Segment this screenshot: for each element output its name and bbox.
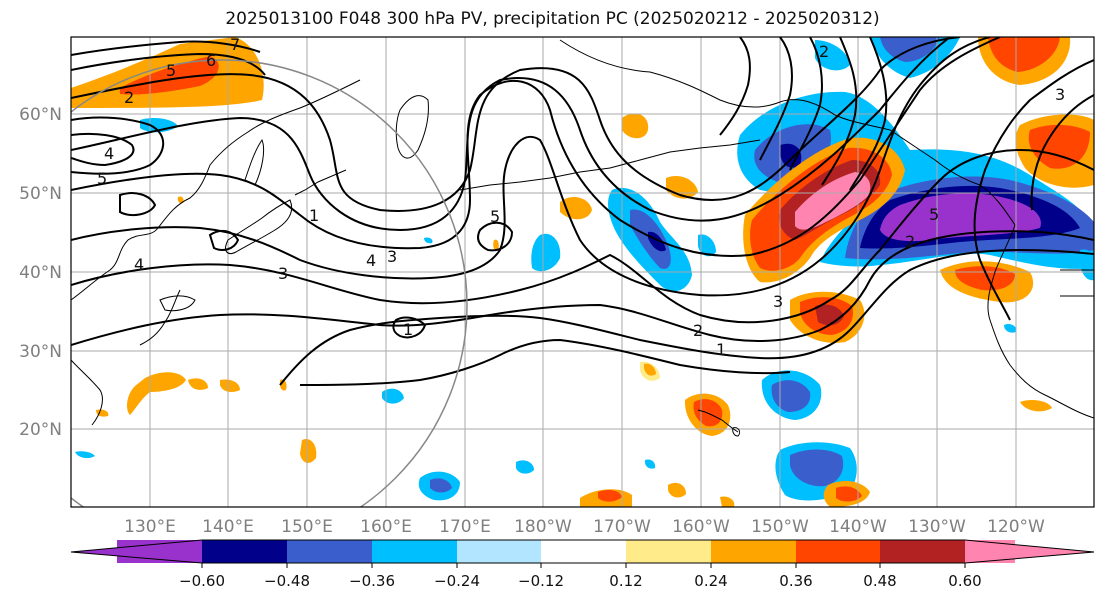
contour-label: 5	[97, 169, 107, 188]
contour-label: 2	[819, 42, 829, 61]
precip-pc-region	[1004, 323, 1017, 333]
contour-label: 4	[134, 255, 144, 274]
precip-pc-region	[1028, 124, 1090, 169]
precip-pc-region	[645, 459, 656, 469]
precip-pc-region	[516, 460, 534, 474]
precip-pc-region	[430, 478, 452, 493]
lat-label: 30°N	[19, 342, 62, 362]
contour-label: 3	[1055, 85, 1065, 104]
colorbar-tick-label: −0.48	[264, 572, 310, 590]
lat-label: 20°N	[19, 420, 62, 440]
colorbar-tick-label: 0.48	[863, 572, 896, 590]
precip-pc-region	[815, 40, 850, 71]
contour-label: 4	[366, 251, 376, 270]
colorbar-tick-label: −0.24	[434, 572, 480, 590]
colorbar-tick-label: 0.60	[948, 572, 981, 590]
lon-label: 170°W	[593, 517, 651, 537]
colorbar-segment	[541, 540, 626, 563]
precip-pc-region	[493, 239, 499, 251]
contour-label: 1	[403, 320, 413, 339]
lon-label: 160°W	[672, 517, 730, 537]
lat-label: 40°N	[19, 263, 62, 283]
contour-label: 7	[230, 35, 240, 54]
precip-pc-region	[188, 378, 208, 390]
precip-pc-region	[220, 379, 240, 393]
colorbar-tick-label: −0.36	[349, 572, 395, 590]
contour-label: 5	[166, 61, 176, 80]
precip-pc-region	[668, 482, 686, 498]
contour-label: 1	[716, 340, 726, 359]
graticule	[71, 37, 1094, 507]
lat-label: 50°N	[19, 184, 62, 204]
contour-label: 1	[309, 206, 319, 225]
colorbar-segment	[626, 540, 711, 563]
contour-label: 3	[387, 247, 397, 266]
colorbar-extend-high	[965, 540, 1094, 563]
contour-labels: 1 1 1 2 2 2 2 3 3 3 3 4 4 4 5 5 5 5 6 7	[97, 35, 1065, 359]
colorbar-tick-label: 0.36	[779, 572, 812, 590]
contour-label: 5	[490, 207, 500, 226]
precip-pc-region	[177, 196, 184, 204]
contour-label: 3	[278, 264, 288, 283]
precip-pc-region	[836, 486, 862, 502]
precip-pc-region	[382, 388, 404, 404]
lon-label: 150°E	[281, 517, 333, 537]
lon-label: 130°E	[124, 517, 176, 537]
contour-label: 5	[929, 205, 939, 224]
precip-pc-region	[644, 363, 656, 376]
colorbar-segment	[287, 540, 372, 563]
contour-label: 2	[905, 232, 915, 251]
precip-pc-region	[698, 234, 716, 257]
colorbar-tick-label: 0.24	[694, 572, 727, 590]
precip-pc-region	[1079, 249, 1094, 281]
precip-pc-region	[771, 380, 811, 412]
colorbar-segment	[372, 540, 457, 563]
lon-label: 120°W	[987, 517, 1045, 537]
precip-pc-region	[779, 143, 802, 168]
precip-pc-region	[790, 449, 844, 487]
lon-label: 140°W	[829, 517, 887, 537]
figure-title: 2025013100 F048 300 hPa PV, precipitatio…	[225, 9, 880, 29]
contour-label: 6	[206, 51, 216, 70]
precip-pc-region	[648, 231, 666, 252]
precip-pc-region	[622, 113, 649, 139]
colorbar-tick-label: −0.12	[518, 572, 564, 590]
colorbar: −0.60 −0.48 −0.36 −0.24 −0.12 0.12 0.24 …	[70, 539, 1095, 590]
colorbar-tick-label: 0.12	[609, 572, 642, 590]
lon-label: 140°E	[202, 517, 254, 537]
contour-label: 2	[693, 321, 703, 340]
precip-pc-region	[988, 37, 1060, 72]
lon-label: 150°W	[751, 517, 809, 537]
colorbar-segment	[796, 540, 880, 563]
colorbar-segment	[711, 540, 796, 563]
latitude-labels: 20°N 30°N 40°N 50°N 60°N	[19, 105, 62, 440]
lon-label: 170°E	[439, 517, 491, 537]
contour-label: 4	[104, 144, 114, 163]
contour-label: 2	[124, 88, 134, 107]
lon-label: 180°W	[514, 517, 572, 537]
colorbar-segment	[457, 540, 541, 563]
precip-pc-region	[127, 372, 186, 415]
precip-pc-region	[120, 56, 219, 95]
lon-label: 130°W	[908, 517, 966, 537]
range-circle	[71, 59, 468, 507]
colorbar-segment	[202, 540, 287, 563]
precip-pc-region	[300, 438, 317, 463]
precip-pc-region	[96, 409, 109, 417]
precip-pc-region	[720, 496, 735, 507]
lon-label: 160°E	[360, 517, 412, 537]
precip-pc-region	[75, 451, 95, 459]
precip-pc-region	[598, 489, 622, 502]
precip-pc-region	[424, 237, 433, 244]
colorbar-segment	[880, 540, 965, 563]
pv-contours	[71, 37, 1094, 386]
map-frame	[70, 36, 1095, 508]
contour-label: 3	[773, 292, 783, 311]
precip-pc-region	[531, 233, 561, 272]
colorbar-tick-label: −0.60	[179, 572, 225, 590]
longitude-labels: 130°E 140°E 150°E 160°E 170°E 180°W 170°…	[124, 517, 1045, 537]
precip-pc-region	[1020, 400, 1052, 412]
lat-label: 60°N	[19, 105, 62, 125]
